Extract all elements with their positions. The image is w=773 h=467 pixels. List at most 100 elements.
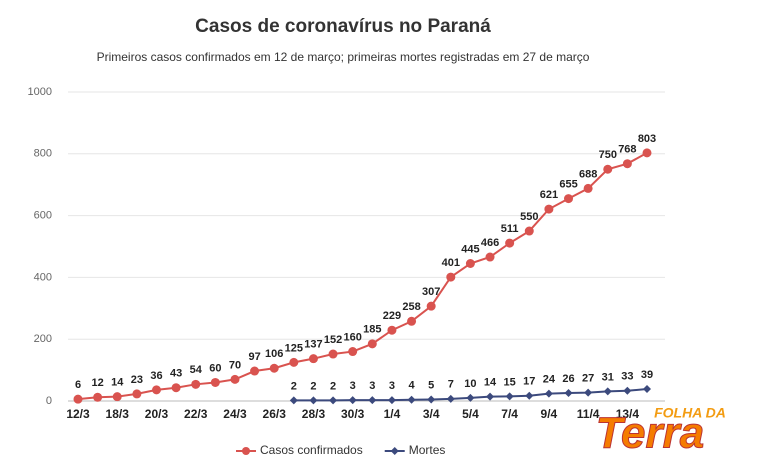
point	[191, 379, 201, 389]
point	[446, 272, 456, 282]
data-label: 6	[75, 379, 81, 391]
data-label: 401	[442, 257, 460, 269]
point	[564, 388, 573, 397]
data-label: 5	[428, 379, 434, 391]
point	[73, 394, 83, 404]
data-label: 511	[501, 223, 519, 235]
x-tick-label: 3/4	[423, 407, 440, 421]
x-tick-label: 7/4	[501, 407, 518, 421]
y-tick-label: 200	[34, 333, 52, 345]
data-label: 106	[265, 348, 283, 360]
watermark: FOLHA DA Terra	[595, 405, 726, 458]
data-label: 33	[621, 371, 633, 383]
y-tick-label: 600	[34, 210, 52, 222]
data-label: 466	[481, 237, 499, 249]
data-label: 36	[150, 370, 162, 382]
data-label: 7	[448, 379, 454, 391]
point	[446, 394, 455, 403]
data-label: 97	[248, 351, 260, 363]
point	[427, 395, 436, 404]
point	[525, 391, 534, 400]
x-tick-label: 11/4	[577, 407, 600, 421]
data-label: 688	[579, 168, 597, 180]
data-label: 3	[369, 380, 375, 392]
data-label: 750	[599, 149, 617, 161]
point	[387, 325, 397, 335]
data-label: 15	[504, 376, 516, 388]
data-label: 26	[562, 373, 574, 385]
point	[583, 183, 593, 193]
data-label: 70	[229, 359, 241, 371]
legend-marker	[390, 447, 399, 455]
data-label: 621	[540, 189, 558, 201]
chart-title: Casos de coronavírus no Paraná	[195, 16, 491, 37]
data-label: 655	[559, 179, 577, 191]
data-label: 137	[304, 339, 322, 351]
point	[564, 194, 574, 204]
data-label: 185	[363, 324, 381, 336]
point	[524, 226, 534, 236]
point	[289, 357, 299, 367]
point	[643, 384, 651, 393]
point	[93, 392, 103, 402]
point	[387, 396, 396, 405]
point	[308, 354, 318, 364]
point	[603, 387, 612, 396]
point	[486, 392, 495, 401]
point	[426, 301, 436, 311]
x-tick-label: 5/4	[462, 407, 479, 421]
x-tick-label: 26/3	[263, 407, 287, 421]
point	[269, 363, 279, 373]
point	[485, 252, 495, 262]
data-label: 4	[408, 380, 415, 392]
point	[642, 148, 652, 158]
data-label: 60	[209, 362, 221, 374]
x-tick-label: 9/4	[541, 407, 558, 421]
point	[544, 204, 554, 214]
data-label: 803	[638, 133, 656, 145]
x-tick-label: 13/4	[616, 407, 640, 421]
data-label: 125	[285, 342, 303, 354]
x-tick-label: 24/3	[223, 407, 247, 421]
point	[407, 395, 416, 404]
data-label: 14	[484, 377, 497, 389]
point	[151, 385, 161, 395]
data-label: 39	[641, 369, 653, 381]
point	[329, 396, 338, 405]
y-tick-label: 0	[46, 395, 52, 407]
point	[289, 396, 298, 405]
data-label: 31	[602, 371, 614, 383]
data-label: 17	[523, 376, 535, 388]
point	[112, 392, 122, 402]
point	[368, 396, 377, 405]
point	[505, 238, 515, 248]
x-tick-label: 28/3	[302, 407, 326, 421]
data-label: 24	[543, 373, 556, 385]
data-label: 14	[111, 377, 124, 389]
point	[171, 383, 181, 393]
x-tick-label: 18/3	[106, 407, 130, 421]
data-label: 550	[520, 211, 538, 223]
y-tick-label: 1000	[28, 86, 52, 98]
legend-label: Casos confirmados	[260, 443, 363, 457]
x-tick-label: 1/4	[384, 407, 401, 421]
data-label: 54	[190, 364, 203, 376]
data-label: 2	[310, 380, 316, 392]
data-label: 258	[402, 301, 420, 313]
point	[348, 347, 358, 357]
data-label: 12	[91, 377, 103, 389]
data-label: 3	[350, 380, 356, 392]
x-tick-label: 12/3	[66, 407, 90, 421]
point	[250, 366, 260, 376]
data-label: 2	[291, 380, 297, 392]
data-label: 160	[344, 331, 362, 343]
data-label: 2	[330, 380, 336, 392]
x-tick-label: 22/3	[184, 407, 208, 421]
y-tick-label: 800	[34, 148, 52, 160]
point	[622, 159, 632, 169]
data-label: 3	[389, 380, 395, 392]
point	[623, 386, 632, 395]
data-label: 152	[324, 334, 342, 346]
point	[210, 377, 220, 387]
